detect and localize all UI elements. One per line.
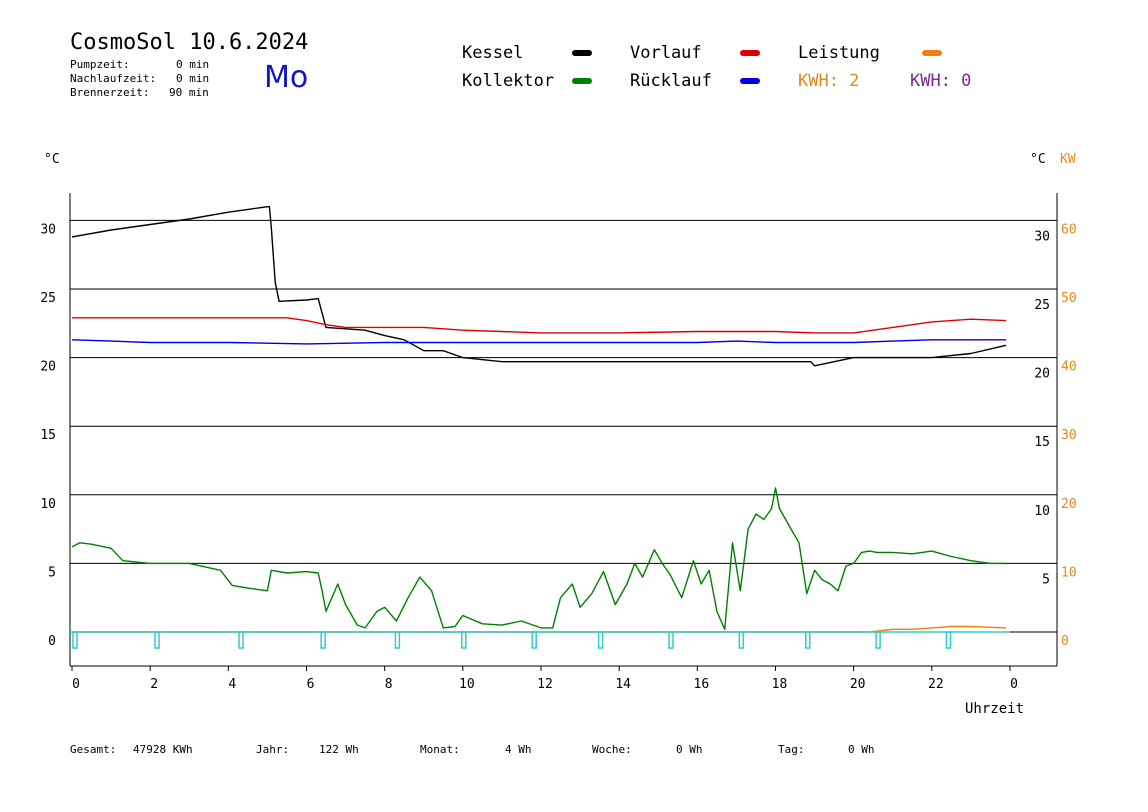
- pump-marker: [805, 631, 811, 649]
- x-tick-label: 6: [307, 677, 315, 692]
- y-tick-label-right-kw: 10: [1061, 565, 1077, 580]
- legend-kollektor-label: Kollektor: [462, 71, 555, 91]
- right-axis-unit-celsius: °C: [1030, 152, 1046, 167]
- footer-gesamt-value: 47928 KWh: [133, 743, 193, 756]
- y-tick-label-left: 10: [40, 497, 56, 512]
- y-tick-label-right-kw: 0: [1061, 634, 1069, 649]
- legend-leistung-label: Leistung: [798, 43, 880, 63]
- x-tick-label: 14: [615, 677, 631, 692]
- pump-marker: [945, 631, 952, 649]
- pump-marker: [72, 631, 78, 649]
- y-tick-label-right-celsius: 15: [1034, 435, 1050, 450]
- legend-vorlauf-swatch: [740, 50, 760, 56]
- x-tick-label: 0: [1010, 677, 1018, 692]
- stat-brennerzeit-label: Brennerzeit:: [70, 86, 150, 99]
- y-tick-label-right-celsius: 25: [1034, 298, 1050, 313]
- y-tick-label-left: 20: [40, 360, 56, 375]
- footer-monat-value: 4 Wh: [505, 743, 532, 756]
- right-axis-unit-kw: KW: [1060, 152, 1076, 167]
- series-line-kessel: [71, 205, 1007, 367]
- legend-vorlauf-label: Vorlauf: [630, 43, 702, 63]
- y-tick-label-right-kw: 20: [1061, 497, 1077, 512]
- footer-monat-label: Monat:: [420, 743, 460, 756]
- stat-nachlaufzeit-value: 0 min: [176, 72, 210, 85]
- y-tick-label-right-celsius: 5: [1042, 572, 1050, 587]
- series-line-rcklauf: [71, 339, 1007, 345]
- x-tick-label: 12: [537, 677, 553, 692]
- y-tick-label-left: 5: [48, 565, 56, 580]
- pump-marker: [531, 631, 537, 649]
- y-tick-label-left: 30: [40, 222, 56, 237]
- stat-nachlaufzeit-label: Nachlaufzeit:: [70, 72, 157, 85]
- pump-marker: [461, 631, 467, 649]
- legend-kessel-swatch: [572, 50, 592, 56]
- y-tick-label-left: 25: [40, 291, 56, 306]
- x-tick-label: 2: [150, 677, 158, 692]
- footer-gesamt-label: Gesamt:: [70, 743, 117, 756]
- footer-jahr-label: Jahr:: [256, 743, 290, 756]
- legend-kwh-leistung: KWH: 2: [798, 71, 860, 91]
- y-tick-label-right-celsius: 10: [1034, 504, 1050, 519]
- legend-ruecklauf-swatch: [740, 78, 760, 84]
- page-title: CosmoSol 10.6.2024: [70, 30, 309, 55]
- pump-marker: [668, 631, 674, 649]
- x-tick-label: 4: [228, 677, 236, 692]
- series-line-kollektor: [71, 487, 1007, 630]
- x-tick-label: 18: [772, 677, 788, 692]
- pump-marker: [238, 631, 244, 649]
- legend-ruecklauf-label: Rücklauf: [630, 71, 712, 91]
- footer-woche-label: Woche:: [592, 743, 632, 756]
- x-tick-label: 16: [694, 677, 710, 692]
- pump-marker: [154, 631, 160, 649]
- weekday-label: Mo: [264, 60, 309, 95]
- footer-jahr-value: 122 Wh: [319, 743, 359, 756]
- pump-marker: [394, 631, 401, 649]
- pump-marker: [738, 631, 745, 649]
- x-tick-label: 8: [385, 677, 393, 692]
- series-line-vorlauf: [72, 317, 1007, 334]
- y-tick-label-right-kw: 30: [1061, 428, 1077, 443]
- y-tick-label-right-celsius: 30: [1034, 229, 1050, 244]
- x-tick-label: 0: [72, 677, 80, 692]
- footer-tag-label: Tag:: [778, 743, 805, 756]
- legend-kollektor-swatch: [572, 78, 592, 84]
- legend-kessel-label: Kessel: [462, 43, 524, 63]
- y-tick-label-left: 15: [40, 428, 56, 443]
- x-tick-label: 22: [928, 677, 944, 692]
- y-tick-label-right-kw: 40: [1061, 360, 1077, 375]
- y-tick-label-right-kw: 60: [1061, 222, 1077, 237]
- footer-woche-value: 0 Wh: [676, 743, 703, 756]
- pump-marker: [597, 631, 604, 649]
- y-tick-label-right-celsius: 20: [1034, 367, 1050, 382]
- pump-marker: [875, 631, 881, 649]
- y-tick-label-right-kw: 50: [1061, 291, 1077, 306]
- x-tick-label: 20: [850, 677, 866, 692]
- y-tick-label-left: 0: [48, 634, 56, 649]
- pump-marker: [320, 631, 326, 649]
- stat-pumpzeit-label: Pumpzeit:: [70, 58, 130, 71]
- stat-brennerzeit-value: 90 min: [169, 86, 209, 99]
- x-axis-label: Uhrzeit: [965, 701, 1025, 717]
- left-axis-unit: °C: [44, 152, 60, 167]
- legend-kwh-secondary: KWH: 0: [910, 71, 972, 91]
- x-tick-label: 10: [459, 677, 475, 692]
- stat-pumpzeit-value: 0 min: [176, 58, 210, 71]
- footer-tag-value: 0 Wh: [848, 743, 875, 756]
- legend-leistung-swatch: [922, 50, 942, 56]
